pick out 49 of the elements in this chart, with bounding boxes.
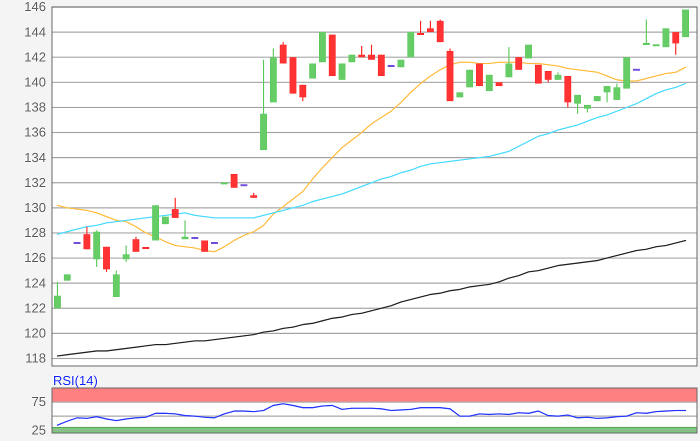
candlestick (299, 84, 306, 102)
line-series (56, 82, 686, 235)
candlestick (436, 18, 444, 43)
line-series (56, 62, 686, 252)
candlestick (505, 46, 512, 78)
y-tick-label: 144 (24, 24, 46, 40)
candlestick (604, 85, 610, 103)
candlestick (613, 82, 620, 100)
candlestick (466, 69, 474, 88)
candlestick (515, 56, 522, 70)
candlestick (525, 44, 532, 60)
y-tick-label: 142 (24, 49, 46, 64)
y-tick-label: 134 (24, 150, 46, 165)
candlestick (172, 197, 179, 218)
line-series (56, 403, 686, 426)
y-tick-label: 140 (24, 74, 46, 90)
chart-title: RSI(14) (53, 373, 98, 388)
candlestick (280, 42, 287, 64)
candlestick (182, 220, 188, 240)
candlestick (534, 64, 542, 84)
candlestick (642, 18, 650, 46)
y-tick-label: 136 (24, 124, 46, 140)
candlestick (544, 70, 552, 83)
y-tick-label: 25 (32, 422, 46, 438)
candlestick (417, 20, 424, 36)
y-tick-label: 124 (24, 275, 46, 290)
candlestick (103, 246, 110, 272)
y-tick-label: 138 (24, 100, 46, 115)
candlestick (83, 226, 90, 250)
candlestick (378, 54, 385, 77)
candlestick (54, 281, 61, 309)
y-tick-label: 146 (24, 0, 46, 14)
candlestick (230, 173, 238, 188)
y-tick-label: 75 (32, 394, 46, 410)
y-tick-label: 118 (25, 350, 46, 366)
candlestick (132, 236, 140, 252)
candlestick (368, 44, 375, 60)
y-tick-label: 126 (24, 250, 46, 266)
y-tick-label: 120 (24, 326, 46, 341)
y-tick-label: 128 (24, 225, 46, 240)
candlestick (122, 244, 130, 262)
y-tick-label: 130 (24, 200, 46, 215)
candlestick (672, 32, 680, 56)
candlestick (574, 94, 582, 114)
candlestick (112, 270, 120, 298)
y-tick-label: 132 (24, 174, 46, 190)
candlestick (338, 62, 346, 80)
y-tick-label: 122 (24, 300, 46, 316)
line-series (56, 240, 686, 357)
